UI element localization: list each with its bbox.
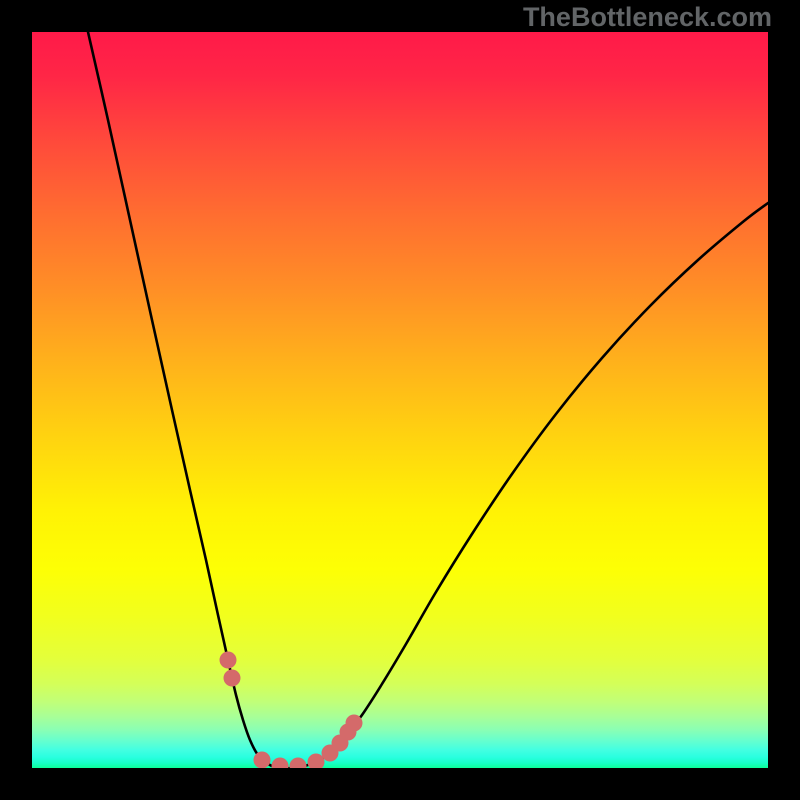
marker-point	[220, 652, 237, 669]
plot-area	[32, 32, 768, 768]
plot-svg	[32, 32, 768, 768]
marker-point	[254, 752, 271, 769]
marker-point	[224, 670, 241, 687]
marker-point	[346, 715, 363, 732]
gradient-background	[32, 32, 768, 768]
watermark-text: TheBottleneck.com	[523, 2, 772, 33]
